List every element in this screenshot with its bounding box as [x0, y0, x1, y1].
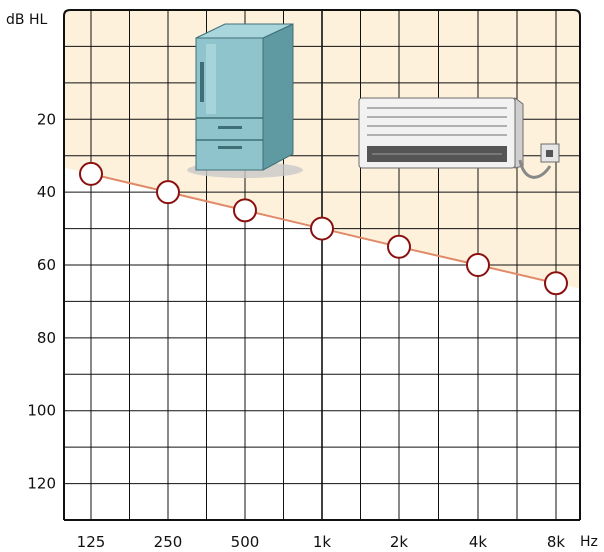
axis-layer: 20 40 60 80 100 120 125 250 500 1k 2k 4k 8k [27, 9, 581, 551]
x-tick-label: 1k [313, 533, 332, 551]
x-tick-label: 2k [390, 533, 409, 551]
data-point-marker [466, 253, 490, 277]
series-layer [79, 161, 568, 296]
y-tick-label: 100 [27, 402, 56, 420]
x-tick-label: 500 [231, 533, 260, 551]
y-tick-label: 20 [37, 110, 56, 128]
y-tick-label: 40 [37, 183, 56, 201]
y-tick-label: 60 [37, 256, 56, 274]
air-conditioner-icon [358, 97, 560, 179]
plot-frame [63, 9, 581, 521]
data-point-marker [233, 198, 257, 223]
x-tick-label: 8k [547, 533, 566, 551]
data-point-marker [310, 216, 334, 241]
data-point-marker [387, 234, 411, 259]
x-axis-unit: Hz [580, 534, 598, 550]
data-point-marker [156, 180, 180, 205]
y-tick-label: 80 [37, 329, 56, 347]
data-point-marker [79, 161, 103, 186]
grid-layer [64, 10, 580, 520]
y-tick-label: 120 [27, 475, 56, 493]
data-point-marker [544, 271, 568, 296]
x-tick-label: 4k [469, 533, 488, 551]
x-tick-label: 125 [77, 533, 106, 551]
x-tick-label: 250 [154, 533, 183, 551]
refrigerator-icon [187, 23, 303, 178]
y-axis-title: dB HL [6, 12, 47, 28]
